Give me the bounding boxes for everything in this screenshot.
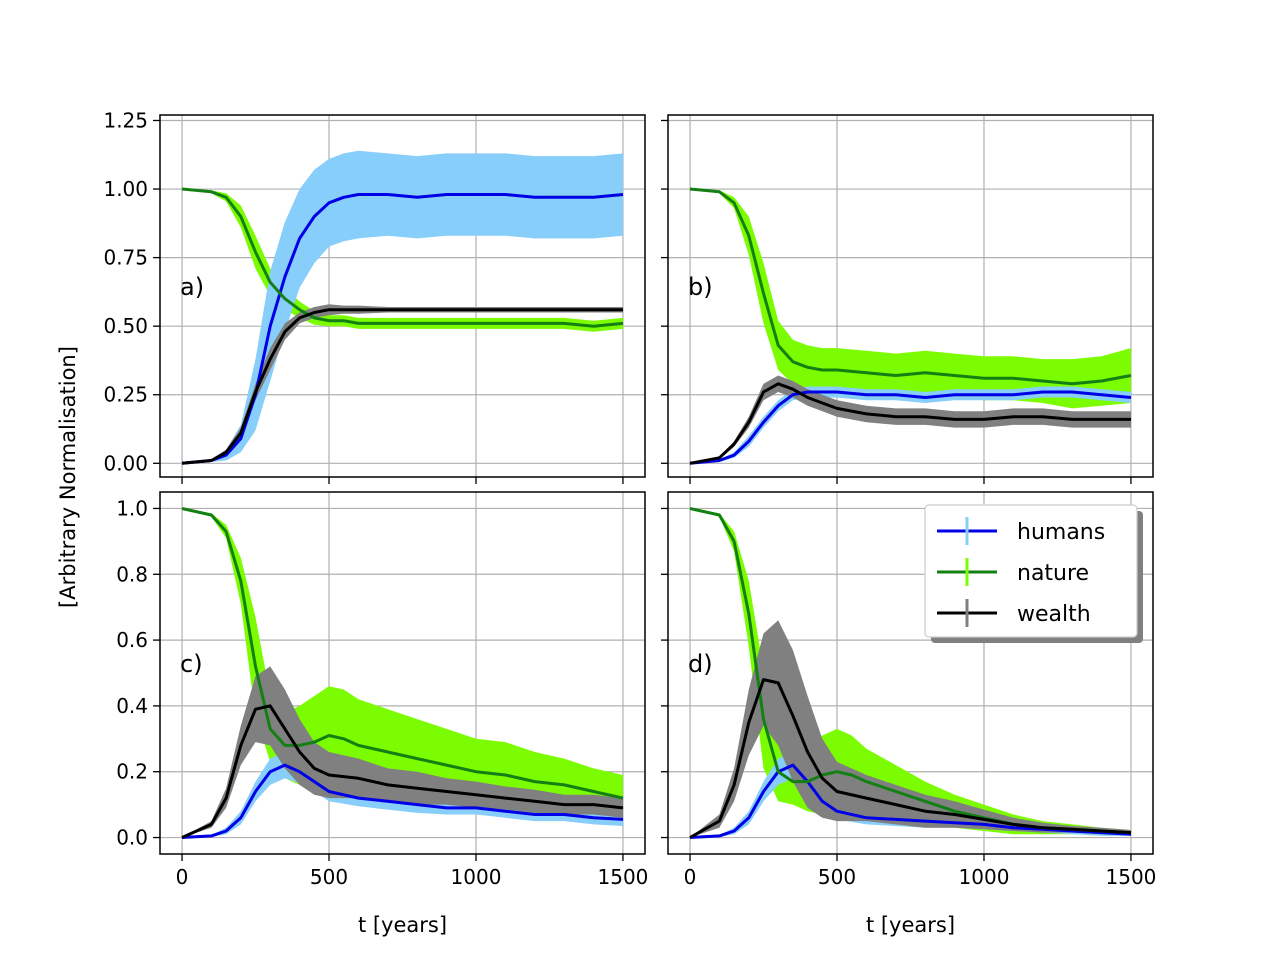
nature-line-b	[689, 187, 1132, 386]
wealth-line-c	[181, 704, 624, 839]
axes-frame-d	[667, 491, 1154, 855]
y-tick-label: 0.8	[116, 562, 148, 586]
y-axis-label: [Arbitrary Normalisation]	[56, 346, 80, 608]
wealth-band-c	[182, 666, 623, 838]
y-tick-label: 0.75	[103, 246, 148, 270]
y-tick-label: 0.2	[116, 760, 148, 784]
humans-line-a	[181, 193, 624, 465]
humans-band-a	[182, 150, 623, 464]
axes-frame-c	[159, 491, 646, 855]
x-tick-label: 500	[310, 865, 348, 889]
humans-line-d	[689, 763, 1132, 839]
y-tick-label: 0.00	[103, 451, 148, 475]
wealth-band-d	[690, 620, 1131, 838]
y-tick-label: 0.6	[116, 628, 148, 652]
x-tick-label: 500	[818, 865, 856, 889]
humans-line-c	[181, 763, 624, 839]
y-tick-label: 0.50	[103, 314, 148, 338]
x-tick-label: 1500	[598, 865, 649, 889]
panel-label-b: b)	[688, 273, 713, 301]
legend-label-humans: humans	[1017, 520, 1105, 545]
wealth-line-a	[181, 308, 623, 465]
panel-label-c: c)	[180, 650, 203, 678]
x-tick-label: 1000	[959, 865, 1010, 889]
panel-a: 0.00 0.25 0.50 0.75 1.00 1.25 a)	[103, 108, 646, 484]
legend: humans nature wealth	[924, 504, 1143, 643]
legend-label-wealth: wealth	[1017, 602, 1091, 627]
x-tick-label: 0	[684, 865, 697, 889]
panel-label-a: a)	[180, 273, 204, 301]
y-tick-label: 1.25	[103, 108, 148, 132]
legend-label-nature: nature	[1017, 561, 1089, 586]
wealth-line-b	[689, 382, 1131, 465]
y-tick-label: 1.0	[116, 496, 148, 520]
panel-label-d: d)	[688, 650, 713, 678]
panel-b: b)	[661, 114, 1154, 484]
x-axis-label: t [years]	[866, 913, 955, 937]
nature-line-a	[181, 187, 624, 328]
wealth-line-d	[689, 678, 1132, 839]
x-axis-label: t [years]	[358, 913, 447, 937]
panel-d: 0 500 1000 1500 t [years] d)	[661, 491, 1157, 937]
y-tick-label: 0.4	[116, 694, 148, 718]
x-tick-label: 1500	[1106, 865, 1157, 889]
panel-c: 0 500 1000 1500 0.0 0.2 0.4 0.6 0.8 1.0 t [years] c…	[116, 491, 649, 937]
x-tick-label: 1000	[451, 865, 502, 889]
nature-band-b	[690, 189, 1131, 409]
wealth-band-b	[690, 375, 1131, 464]
axes-frame-a	[159, 114, 646, 478]
x-tick-label: 0	[176, 865, 189, 889]
axes-frame-b	[667, 114, 1154, 478]
legend-box	[924, 504, 1138, 638]
y-tick-label: 0.25	[103, 383, 148, 407]
y-tick-label: 0.0	[116, 826, 148, 850]
nature-line-c	[181, 507, 624, 800]
y-tick-label: 1.00	[103, 177, 148, 201]
humans-line-b	[689, 390, 1132, 465]
